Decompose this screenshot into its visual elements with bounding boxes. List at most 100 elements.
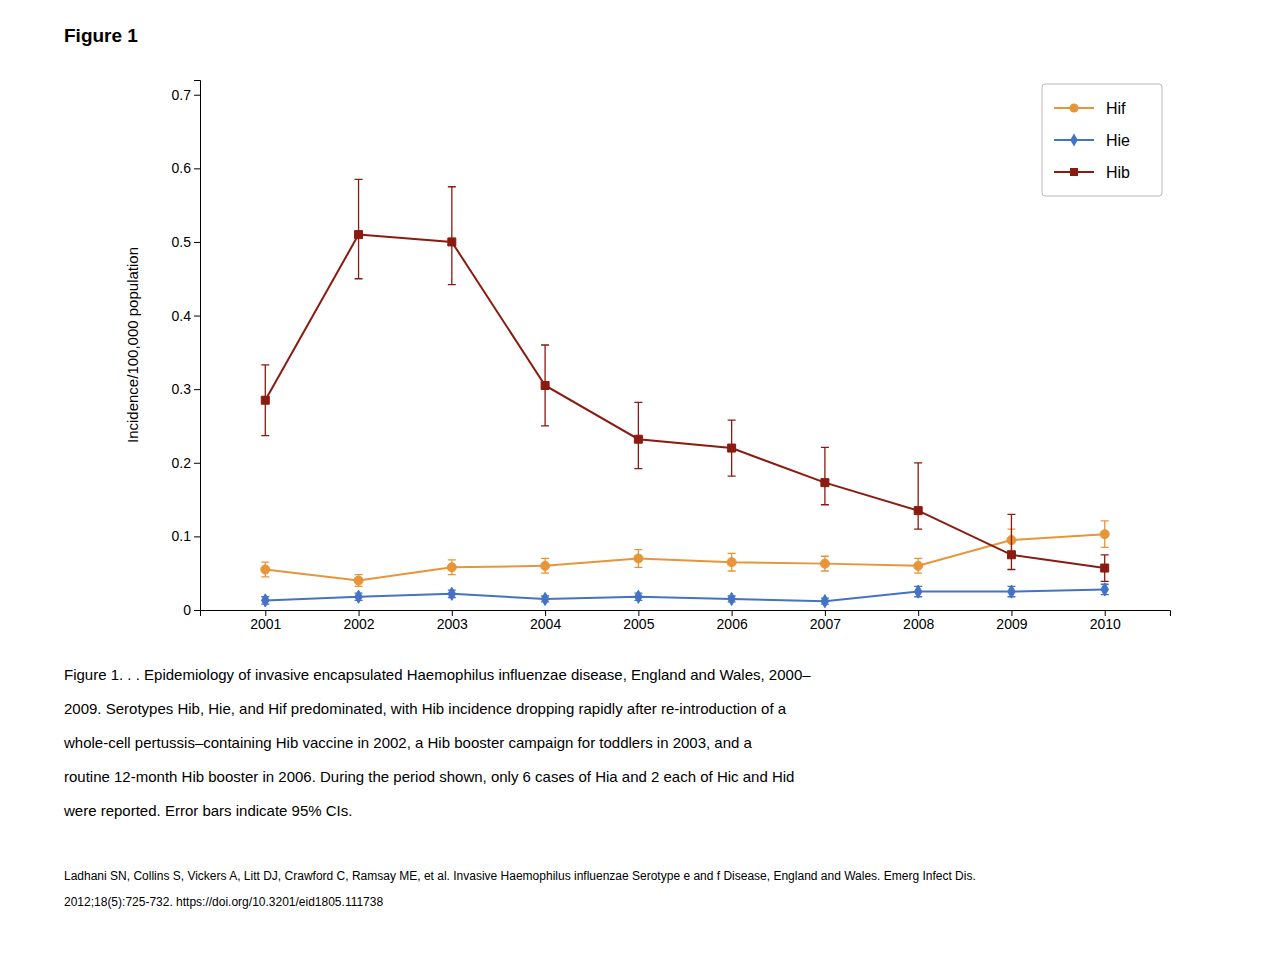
error-bar bbox=[448, 560, 456, 575]
y-tick: 0.2 bbox=[172, 455, 200, 471]
marker bbox=[541, 561, 550, 570]
error-bar bbox=[821, 556, 829, 571]
marker bbox=[355, 590, 363, 603]
y-tick: 0.5 bbox=[172, 234, 200, 250]
series-line bbox=[265, 534, 1104, 580]
marker bbox=[634, 435, 642, 443]
y-tick-mark bbox=[194, 168, 200, 169]
y-tick-mark bbox=[194, 95, 200, 96]
marker bbox=[820, 559, 829, 568]
y-tick-label: 0.3 bbox=[172, 381, 192, 397]
x-tick: 2007 bbox=[810, 610, 841, 632]
y-axis-line bbox=[194, 81, 201, 611]
y-tick-label: 0.7 bbox=[172, 87, 192, 103]
error-bar bbox=[541, 345, 549, 426]
caption-line: routine 12-month Hib booster in 2006. Du… bbox=[64, 768, 794, 785]
y-tick: 0.4 bbox=[172, 308, 200, 324]
x-tick-label: 2004 bbox=[530, 616, 561, 632]
legend-label: Hie bbox=[1106, 132, 1130, 149]
x-tick: 2005 bbox=[623, 610, 654, 632]
series-0 bbox=[261, 521, 1109, 587]
legend-item: Hif bbox=[1054, 100, 1126, 117]
x-tick-label: 2006 bbox=[717, 616, 748, 632]
marker bbox=[914, 507, 922, 515]
error-bar bbox=[914, 558, 922, 573]
error-bar bbox=[634, 402, 642, 468]
x-tick: 2010 bbox=[1090, 610, 1121, 632]
marker bbox=[1100, 530, 1109, 539]
marker bbox=[728, 444, 736, 452]
y-axis-label: Incidence/100,000 population bbox=[124, 247, 141, 443]
error-bar bbox=[448, 187, 456, 285]
x-tick: 2006 bbox=[717, 610, 748, 632]
citation-line: 2012;18(5):725-732. https://doi.org/10.3… bbox=[64, 895, 383, 909]
y-tick: 0.1 bbox=[172, 528, 200, 544]
caption-line: Figure 1. . . Epidemiology of invasive e… bbox=[64, 666, 811, 683]
legend-item: Hib bbox=[1054, 164, 1130, 181]
legend-label: Hif bbox=[1106, 100, 1126, 117]
x-tick: 2001 bbox=[250, 610, 281, 632]
error-bar bbox=[355, 575, 363, 587]
y-tick-label: 0.2 bbox=[172, 455, 192, 471]
marker bbox=[261, 594, 269, 607]
marker bbox=[1101, 564, 1109, 572]
marker bbox=[355, 231, 363, 239]
marker bbox=[634, 554, 643, 563]
y-tick: 0.3 bbox=[172, 381, 200, 397]
x-tick-label: 2003 bbox=[437, 616, 468, 632]
marker bbox=[821, 479, 829, 487]
marker bbox=[1101, 583, 1109, 596]
error-bar bbox=[728, 553, 736, 571]
legend-label: Hib bbox=[1106, 164, 1130, 181]
series-1 bbox=[261, 583, 1108, 608]
error-bar bbox=[1101, 555, 1109, 582]
y-tick-mark bbox=[194, 463, 200, 464]
error-bar bbox=[1007, 514, 1015, 569]
y-tick: 0.6 bbox=[172, 160, 200, 176]
marker bbox=[261, 565, 270, 574]
caption-line: whole-cell pertussis–containing Hib vacc… bbox=[63, 734, 753, 751]
y-tick-label: 0.5 bbox=[172, 234, 192, 250]
error-bar bbox=[728, 420, 736, 476]
chart: Figure 120012002200320042005200620072008… bbox=[0, 0, 1280, 960]
legend-frame bbox=[1042, 84, 1162, 196]
legend-swatch-marker bbox=[1070, 133, 1078, 146]
x-tick-label: 2007 bbox=[810, 616, 841, 632]
marker bbox=[261, 396, 269, 404]
marker bbox=[448, 238, 456, 246]
marker bbox=[728, 592, 736, 605]
y-tick-mark bbox=[194, 316, 200, 317]
x-tick-label: 2010 bbox=[1090, 616, 1121, 632]
y-tick-mark bbox=[194, 389, 200, 390]
x-tick: 2004 bbox=[530, 610, 561, 632]
legend: Hif Hie Hib bbox=[1042, 84, 1162, 196]
marker bbox=[821, 595, 829, 608]
series-2 bbox=[261, 179, 1108, 581]
caption-line: were reported. Error bars indicate 95% C… bbox=[63, 802, 352, 819]
marker bbox=[914, 561, 923, 570]
x-tick-label: 2005 bbox=[623, 616, 654, 632]
series-line bbox=[265, 235, 1104, 568]
x-axis: 2001200220032004200520062007200820092010 bbox=[201, 610, 1171, 632]
marker bbox=[448, 587, 456, 600]
error-bar bbox=[261, 562, 269, 577]
y-tick-mark bbox=[194, 242, 200, 243]
marker bbox=[541, 381, 549, 389]
x-tick: 2002 bbox=[343, 610, 374, 632]
marker bbox=[354, 576, 363, 585]
error-bar bbox=[821, 447, 829, 504]
y-tick: 0.7 bbox=[172, 87, 200, 103]
y-tick: 0 bbox=[183, 602, 200, 618]
marker bbox=[1008, 585, 1016, 598]
marker bbox=[1007, 551, 1015, 559]
error-bar bbox=[261, 365, 269, 436]
y-tick-label: 0 bbox=[183, 602, 191, 618]
legend-item: Hie bbox=[1054, 132, 1130, 149]
marker bbox=[447, 563, 456, 572]
marker bbox=[727, 558, 736, 567]
y-tick-mark bbox=[194, 610, 200, 611]
x-tick-label: 2001 bbox=[250, 616, 281, 632]
error-bar bbox=[914, 463, 922, 529]
title: Figure 1 bbox=[64, 25, 138, 46]
error-bar bbox=[355, 179, 363, 278]
